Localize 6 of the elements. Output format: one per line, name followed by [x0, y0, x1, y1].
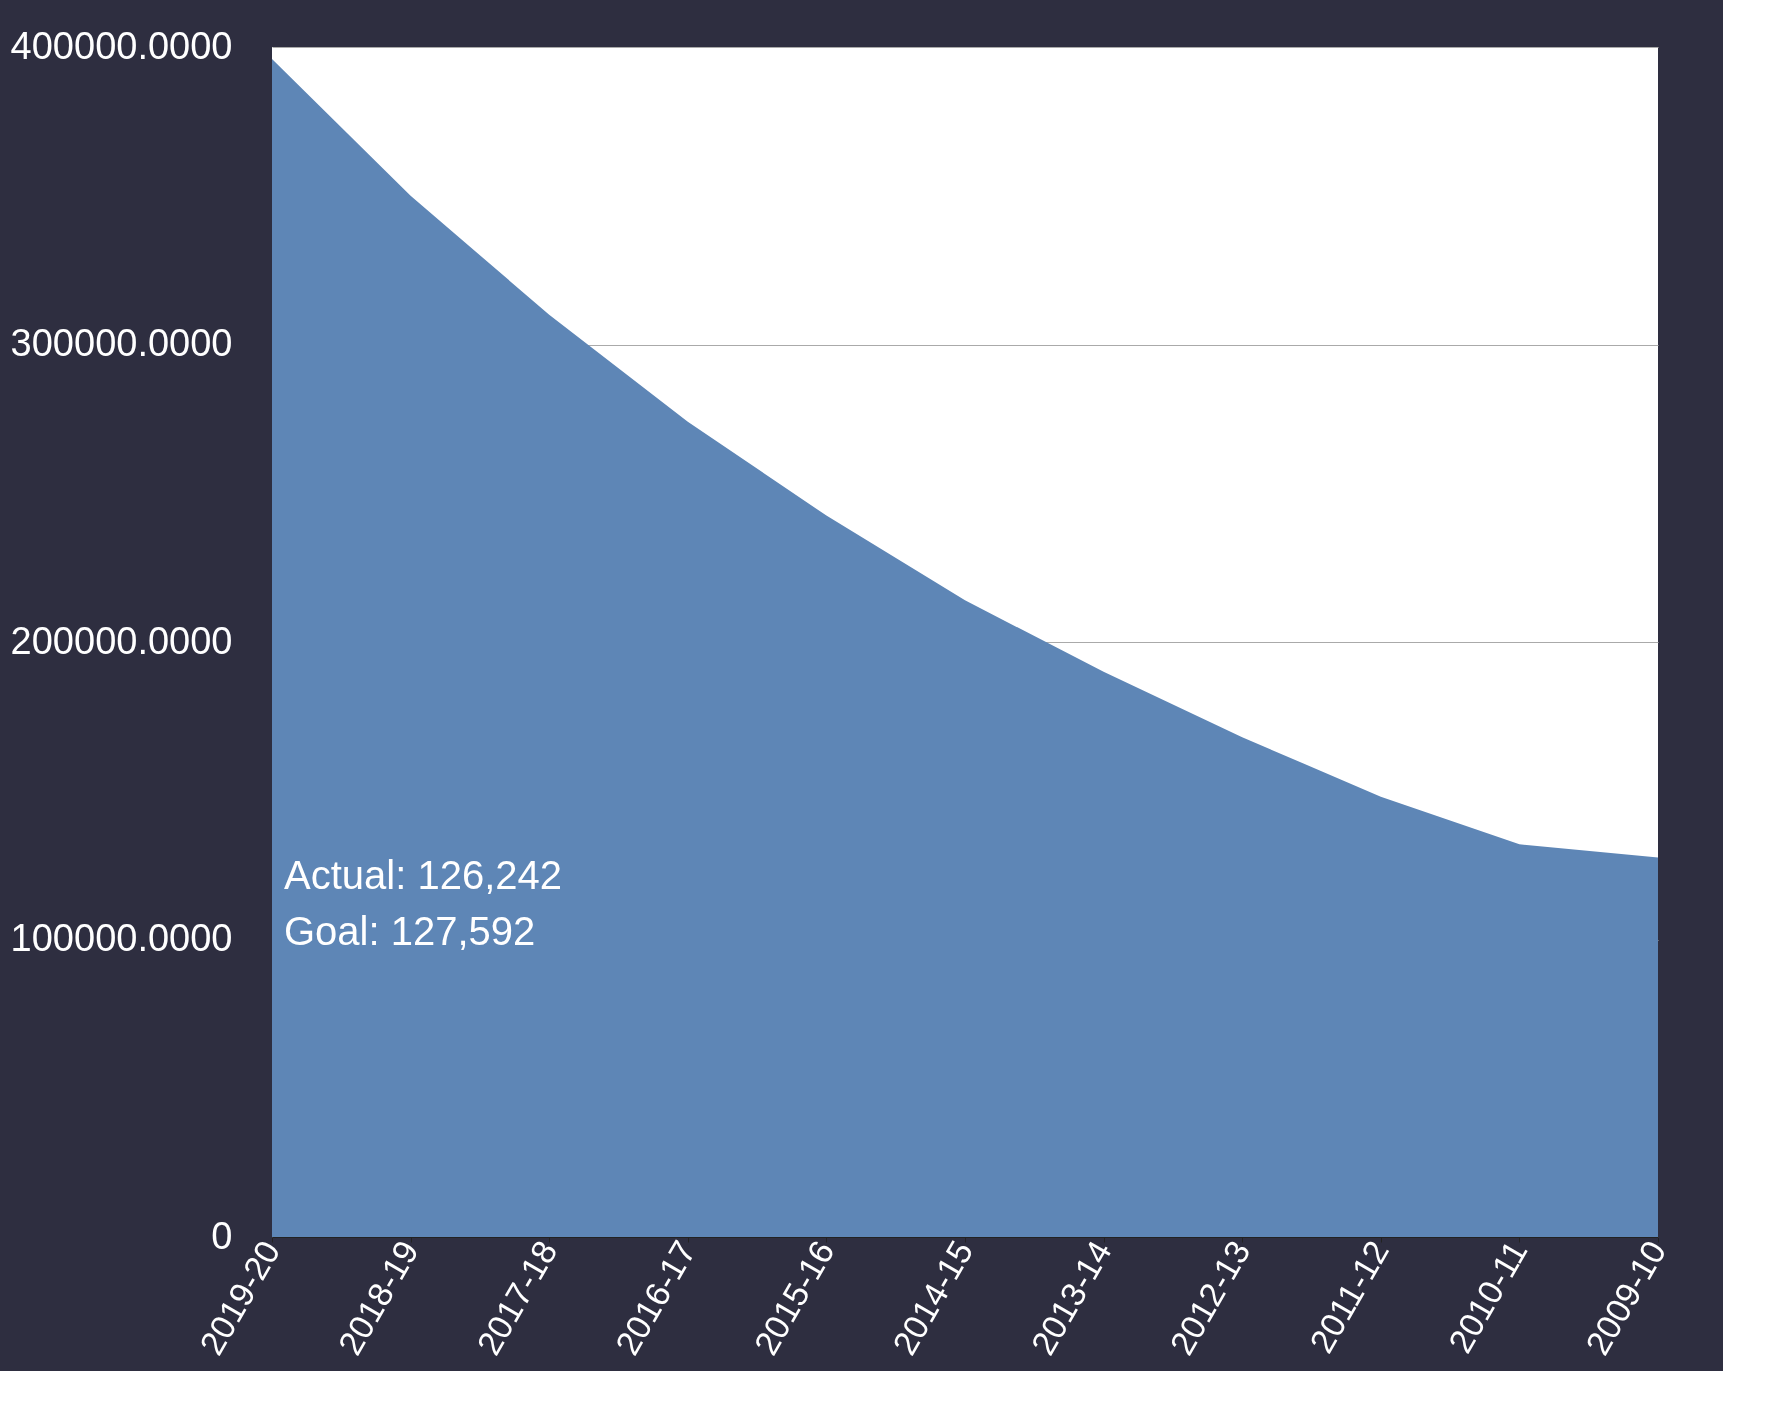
annotation: Actual: 126,242 — [284, 853, 562, 897]
y-tick-label: 300000.0000 — [10, 322, 233, 364]
y-tick-label: 200000.0000 — [10, 619, 233, 662]
y-tick-label: 100000.0000 — [10, 917, 233, 959]
y-tick-label: 400000.0000 — [10, 24, 233, 67]
annotation: Goal: 127,592 — [284, 909, 536, 953]
